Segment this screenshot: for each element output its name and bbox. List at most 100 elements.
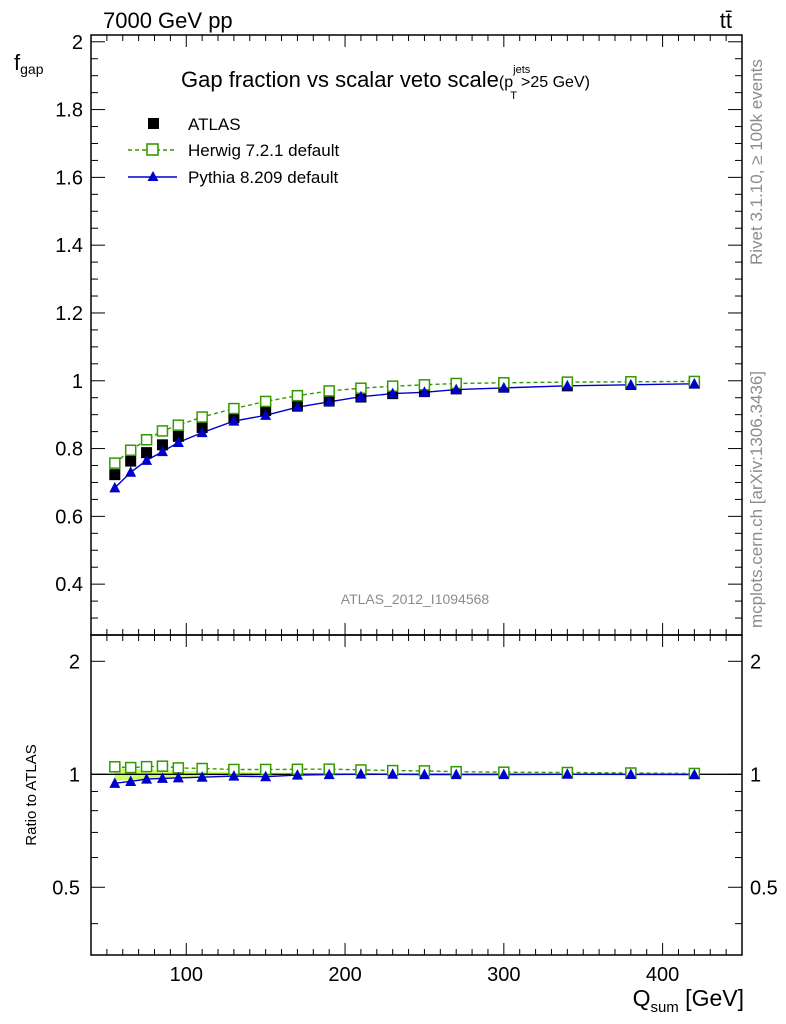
- pythia-point: [450, 383, 462, 395]
- main-y-tick-label: 0.6: [55, 506, 83, 528]
- energy-label: 7000 GeV pp: [103, 8, 233, 33]
- legend-atlas-label: ATLAS: [188, 115, 241, 134]
- herwig-point: [109, 457, 121, 469]
- ratio-y-tick-label-left: 1: [69, 764, 80, 786]
- title-sup: jets: [512, 64, 531, 76]
- ratio-pythia-point: [323, 768, 335, 780]
- analysis-label: ATLAS_2012_I1094568: [341, 591, 490, 607]
- ratio-y-tick-label-right: 2: [750, 651, 761, 673]
- pythia-point: [688, 377, 700, 389]
- ratio-pythia-point: [109, 777, 121, 788]
- herwig-point: [228, 402, 240, 415]
- xlabel-unit: [GeV]: [679, 985, 744, 1011]
- x-axis-label: Qsum [GeV]: [633, 985, 744, 1016]
- title-sub: T: [510, 90, 517, 102]
- main-y-tick-label: 2: [72, 32, 83, 54]
- pythia-point: [418, 386, 430, 397]
- ratio-plot-frame: [90, 634, 743, 956]
- herwig-point: [156, 425, 169, 437]
- pythia-point: [387, 387, 399, 399]
- legend-herwig-marker: [146, 143, 159, 156]
- ratio-pythia-point: [196, 771, 208, 782]
- herwig-line: [114, 380, 695, 464]
- title-main: Gap fraction vs scalar veto scale: [181, 67, 499, 92]
- x-tick-label: 200: [328, 964, 361, 986]
- main-ylabel-sub: gap: [20, 61, 44, 77]
- ratio-pythia-point: [228, 770, 240, 781]
- main-ylabel-main: f: [14, 50, 21, 75]
- rivet-label: Rivet 3.1.10, ≥ 100k events: [747, 59, 766, 265]
- pythia-point: [625, 378, 637, 390]
- pythia-point: [498, 381, 510, 393]
- pythia-point: [323, 395, 335, 407]
- xlabel-main: Q: [633, 985, 651, 1011]
- atlas-point: [172, 430, 184, 442]
- xlabel-sub: sum: [650, 999, 678, 1016]
- pythia-point: [291, 401, 303, 412]
- pythia-point: [125, 466, 137, 477]
- pythia-point: [196, 426, 208, 438]
- main-y-tick-label: 1.4: [55, 235, 83, 257]
- process-label: tt̄: [720, 8, 732, 33]
- legend-pythia-marker: [147, 171, 159, 181]
- ratio-pythia-point: [355, 768, 367, 779]
- main-y-tick-label: 1.8: [55, 100, 83, 122]
- x-tick-label: 100: [170, 964, 203, 986]
- ratio-pythia-point: [156, 772, 168, 783]
- ratio-y-tick-label-left: 0.5: [52, 877, 80, 899]
- title-paren-open: (p: [499, 74, 513, 91]
- herwig-point: [196, 411, 208, 423]
- mcplots-label: mcplots.cern.ch [arXiv:1306.3436]: [747, 371, 766, 628]
- legend-pythia-label: Pythia 8.209 default: [188, 168, 339, 187]
- ratio-pythia-point: [260, 770, 272, 782]
- atlas-point: [141, 447, 153, 459]
- ratio-herwig-point: [109, 761, 121, 773]
- ratio-pythia-point: [291, 769, 303, 780]
- x-tick-label: 300: [487, 964, 520, 986]
- pythia-point: [260, 409, 272, 420]
- ratio-pythia-point: [387, 768, 399, 779]
- ratio-pythia-point: [498, 768, 510, 780]
- pythia-point: [156, 445, 168, 457]
- herwig-point: [140, 433, 153, 446]
- main-ylabel: fgap: [14, 50, 44, 77]
- pythia-point: [228, 415, 240, 426]
- pythia-point: [561, 379, 573, 391]
- legend-herwig-label: Herwig 7.2.1 default: [188, 141, 339, 160]
- ratio-herwig-point: [172, 762, 185, 774]
- herwig-point: [259, 395, 272, 408]
- main-y-tick-label: 1.2: [55, 303, 83, 325]
- ratio-y-tick-label-left: 2: [69, 651, 80, 673]
- main-y-tick-label: 0.8: [55, 439, 83, 461]
- ratio-herwig-point: [140, 760, 153, 773]
- ratio-herwig-point: [124, 761, 137, 774]
- ratio-pythia-point: [141, 773, 153, 784]
- main-y-tick-label: 0.4: [55, 574, 83, 596]
- main-title: Gap fraction vs scalar veto scale(pjets T…: [181, 64, 590, 102]
- ratio-pythia-point: [561, 768, 573, 779]
- legend: ATLAS Herwig 7.2.1 default Pythia 8.209 …: [128, 115, 339, 187]
- ratio-y-tick-label-right: 0.5: [750, 877, 778, 899]
- ratio-ylabel: Ratio to ATLAS: [23, 744, 40, 845]
- pythia-point: [109, 481, 121, 493]
- legend-atlas-marker: [148, 118, 159, 129]
- atlas-point: [109, 469, 121, 481]
- pythia-point: [172, 436, 184, 447]
- herwig-point: [291, 389, 304, 402]
- title-paren-close: >25 GeV): [521, 74, 590, 91]
- pythia-point: [141, 454, 153, 465]
- herwig-point: [323, 385, 335, 397]
- herwig-point: [124, 444, 137, 457]
- ratio-pythia-point: [688, 768, 700, 780]
- ratio-pythia-point: [418, 768, 430, 780]
- ratio-pythia-point: [125, 775, 137, 786]
- ratio-pythia-point: [625, 768, 637, 779]
- ratio-pythia-point: [450, 768, 462, 780]
- atlas-point: [125, 455, 137, 467]
- ratio-y-tick-label-right: 1: [750, 764, 761, 786]
- ratio-pythia-point: [172, 771, 184, 783]
- x-tick-label: 400: [646, 964, 679, 986]
- atlas-point: [156, 439, 168, 451]
- ratio-herwig-point: [156, 760, 169, 772]
